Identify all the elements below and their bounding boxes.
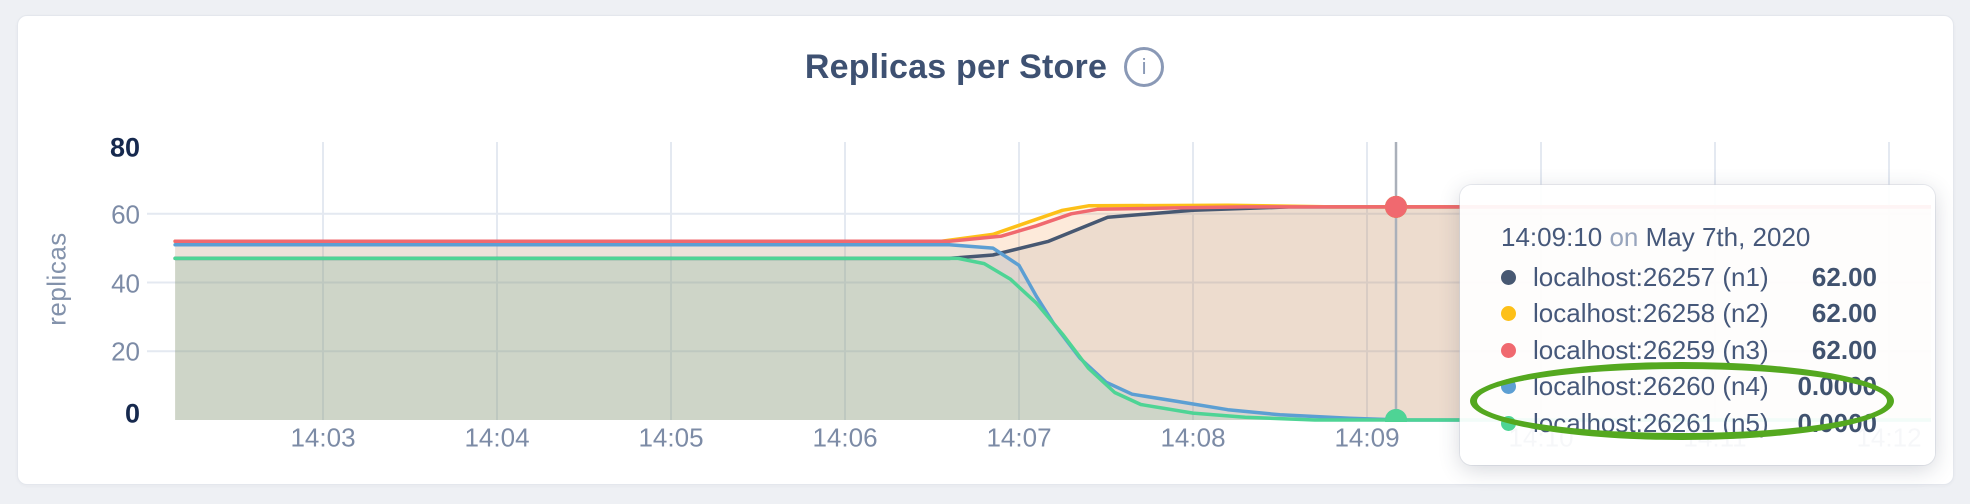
series-color-dot xyxy=(1501,342,1516,358)
series-value: 62.00 xyxy=(1811,261,1877,292)
x-tick-label: 14:04 xyxy=(464,422,530,453)
series-color-dot xyxy=(1501,306,1516,322)
x-tick-label: 14:08 xyxy=(1160,422,1226,453)
series-line-n3 xyxy=(173,205,1931,244)
series-name: localhost:26259 (n3) xyxy=(1533,334,1769,365)
series-color-dot xyxy=(1501,379,1516,395)
x-tick-label: 14:09 xyxy=(1334,422,1400,453)
series-name: localhost:26258 (n2) xyxy=(1533,298,1769,329)
tooltip-row: localhost:26257 (n1) 62.00 xyxy=(1501,259,1877,296)
series-value: 0.0000 xyxy=(1797,407,1877,438)
series-value: 0.0000 xyxy=(1797,371,1877,402)
tooltip-series-rows: localhost:26257 (n1) 62.00 localhost:26258… xyxy=(1501,259,1877,442)
hover-dot-n5 xyxy=(1385,409,1408,422)
tooltip-row: localhost:26258 (n2) 62.00 xyxy=(1501,296,1877,333)
series-name: localhost:26260 (n4) xyxy=(1533,371,1769,402)
tooltip-row: localhost:26261 (n5) 0.0000 xyxy=(1501,405,1877,442)
x-tick-label: 14:07 xyxy=(986,422,1052,453)
tooltip-row: localhost:26259 (n3) 62.00 xyxy=(1501,332,1877,369)
series-color-dot xyxy=(1501,269,1516,285)
x-tick-label: 14:05 xyxy=(638,422,704,453)
y-tick-label: 60 xyxy=(111,199,140,230)
tooltip-timestamp: 14:09:10 on May 7th, 2020 xyxy=(1501,219,1877,255)
y-tick-label: 40 xyxy=(111,268,140,298)
x-tick-label: 14:06 xyxy=(812,422,878,453)
y-tick-label: 20 xyxy=(111,336,140,367)
tooltip-on-word: on xyxy=(1609,222,1639,252)
y-tick-label: 80 xyxy=(109,132,140,163)
series-color-dot xyxy=(1501,415,1516,431)
series-area-n5 xyxy=(175,258,1931,420)
series-value: 62.00 xyxy=(1811,334,1877,365)
tooltip-date: May 7th, 2020 xyxy=(1645,222,1811,252)
hover-dots xyxy=(1385,195,1408,422)
series-line-n5 xyxy=(173,256,1931,422)
chart-tooltip: 14:09:10 on May 7th, 2020 localhost:2625… xyxy=(1460,185,1935,465)
x-tick-label: 14:03 xyxy=(290,422,356,453)
series-area-n4 xyxy=(175,244,1931,420)
info-icon[interactable]: i xyxy=(1124,47,1165,87)
series-value: 62.00 xyxy=(1811,298,1877,329)
tooltip-row: localhost:26260 (n4) 0.0000 xyxy=(1501,369,1877,406)
tooltip-time: 14:09:10 xyxy=(1501,222,1603,252)
series-name: localhost:26261 (n5) xyxy=(1533,407,1769,438)
y-tick-label: 0 xyxy=(124,398,140,429)
series-name: localhost:26257 (n1) xyxy=(1533,261,1769,292)
hover-dot-n3 xyxy=(1385,195,1408,218)
